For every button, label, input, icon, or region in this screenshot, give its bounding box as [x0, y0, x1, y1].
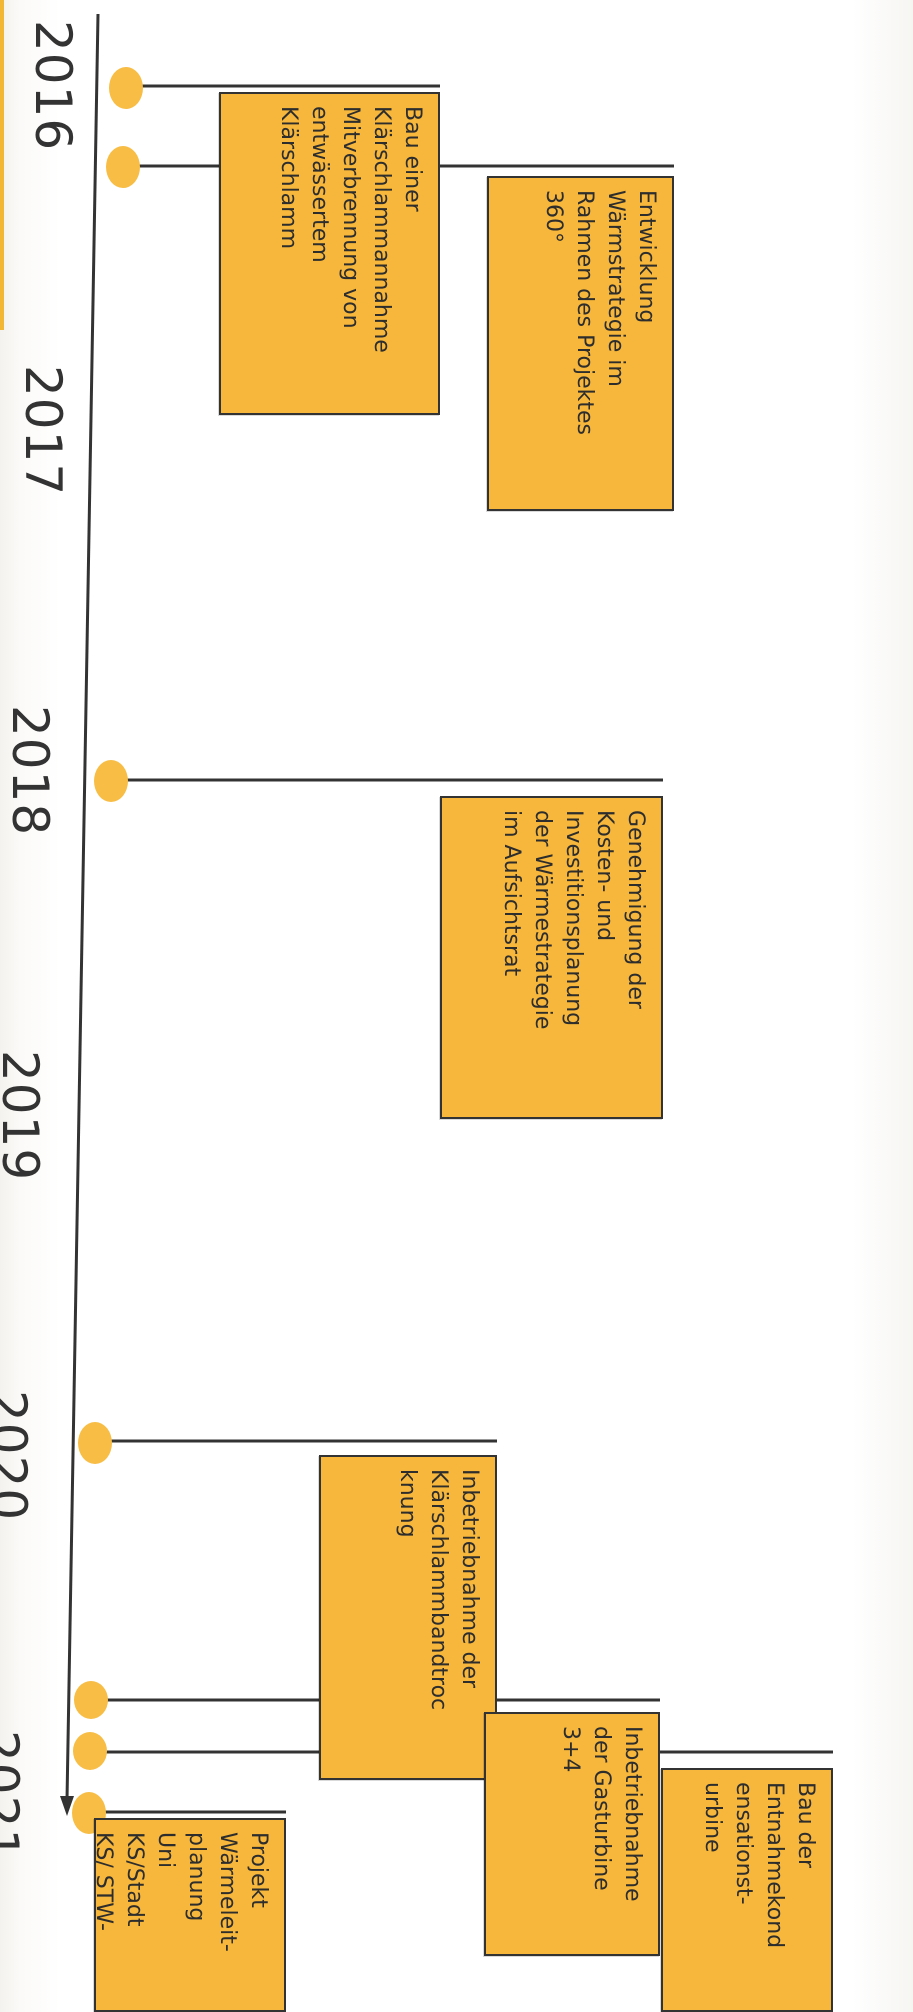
event-card-line: 3+4 — [558, 1726, 583, 1773]
event-card-line: Rahmen des Projektes — [572, 190, 597, 435]
event-card-line: Entwicklung — [634, 190, 659, 324]
marker-waermstrategie-360 — [106, 146, 140, 188]
event-card-line: 360° — [541, 190, 566, 243]
event-card-line: planung — [184, 1832, 209, 1922]
event-card-line: Bau einer — [400, 106, 425, 212]
timeline-arrowhead — [60, 1796, 74, 1816]
event-card-line: Kosten- und — [592, 810, 617, 942]
page-edge-accent — [0, 0, 4, 330]
year-label-2018: 2018 — [1, 705, 59, 837]
event-card-line: KS/ STW- — [94, 1832, 116, 1931]
marker-gasturbine — [74, 1681, 108, 1719]
year-label-2016: 2016 — [24, 20, 82, 152]
event-card-waermstrategie-360: Entwicklung Wärmstrategie im Rahmen des Pr… — [487, 176, 674, 511]
year-label-2020: 2020 — [0, 1390, 37, 1522]
timeline-axis — [65, 13, 100, 1801]
event-card-line: Genehmigung der — [623, 810, 648, 1009]
year-label-2019: 2019 — [0, 1050, 49, 1182]
event-card-gasturbine: Inbetriebnahme der Gasturbine 3+4 — [484, 1712, 660, 1956]
marker-genehmigung-aufsichtsrat — [94, 760, 128, 802]
event-card-line: Inbetriebnahme der — [457, 1469, 482, 1689]
marker-entnahmekondensationsturbine — [73, 1732, 107, 1770]
event-card-line: KS/Stadt — [122, 1832, 147, 1927]
event-card-line: der Gasturbine — [589, 1726, 614, 1891]
event-card-line: urbine — [700, 1782, 725, 1853]
event-card-line: Klärschlammbandtroc — [426, 1469, 451, 1711]
year-label-2021: 2021 — [0, 1730, 29, 1862]
event-card-waermeleitplanung: Projekt Wärmeleit-planung Uni KS/Stadt KS/ S… — [94, 1818, 286, 2012]
event-card-entnahmekondensationsturbine: Bau der Entnahmekond ensationst-urbine — [661, 1768, 833, 2012]
event-card-klaerschlammbandtrocknung: Inbetriebnahme der Klärschlammbandtroc knu… — [319, 1455, 497, 1780]
event-card-line: Entnahmekond — [762, 1782, 787, 1949]
event-card-line: Klärschlammannahme — [369, 106, 394, 353]
event-card-line: ensationst- — [731, 1782, 756, 1905]
event-card-line: Bau der — [793, 1782, 818, 1869]
event-card-line: Wärmeleit- — [215, 1832, 240, 1952]
event-card-line: Uni — [153, 1832, 178, 1869]
event-card-line: entwässertem — [307, 106, 332, 263]
event-card-line: der Wärmestrategie — [530, 810, 555, 1030]
marker-klaerschlammannahme — [109, 67, 143, 109]
year-label-2017: 2017 — [14, 365, 72, 497]
event-card-klaerschlammannahme: Bau einer Klärschlammannahme Mitverbrennun… — [219, 92, 440, 415]
event-card-line: Mitverbrennung von — [338, 106, 363, 329]
event-card-line: Inbetriebnahme — [620, 1726, 645, 1902]
event-card-line: Wärmstrategie im — [603, 190, 628, 387]
event-card-line: im Aufsichtsrat — [499, 810, 524, 977]
marker-klaerschlammbandtrocknung — [78, 1422, 112, 1464]
event-card-line: Klärschlamm — [276, 106, 301, 250]
event-card-line: Investitionsplanung — [561, 810, 586, 1027]
event-card-line: Projekt — [246, 1832, 271, 1908]
event-card-genehmigung-aufsichtsrat: Genehmigung der Kosten- und Investitionspl… — [440, 796, 663, 1119]
event-card-line: knung — [395, 1469, 420, 1538]
